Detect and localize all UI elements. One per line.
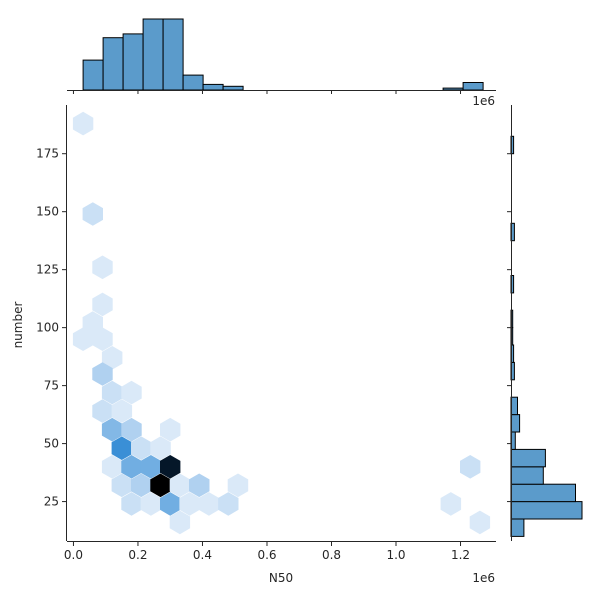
marginal-y-bar: [510, 414, 521, 433]
marginal-y-bar: [510, 483, 576, 503]
hexbin: [150, 436, 171, 460]
hexbin: [140, 455, 162, 479]
hexbin: [460, 455, 481, 479]
x-tick-label: 0.8: [322, 548, 341, 562]
hexbin: [92, 292, 113, 317]
y-axis-label: number: [11, 302, 25, 349]
hexbin: [131, 436, 152, 460]
x-offset-label: 1e6: [472, 571, 495, 585]
hexbin: [469, 510, 491, 535]
y-tick-label: 150: [36, 205, 59, 219]
marginal-x-bar: [142, 18, 164, 91]
marginal-x-offset-label: 1e6: [472, 94, 495, 108]
marginal-y-bar: [510, 466, 544, 485]
marginal-x-bar: [82, 59, 104, 91]
marginal-x-bar: [222, 85, 244, 91]
marginal-x-bar: [462, 82, 484, 91]
hexbin: [160, 455, 181, 479]
hexbin: [189, 473, 210, 498]
y-tick-label: 100: [36, 321, 59, 335]
hexbin: [160, 492, 181, 516]
marginal-y-bar: [510, 501, 583, 520]
hexbin: [121, 455, 142, 479]
hexbin: [121, 380, 142, 405]
x-tick-label: 0.2: [128, 548, 147, 562]
hexbin: [227, 473, 249, 498]
marginal-x-bar: [162, 18, 184, 91]
hexbin: [101, 380, 123, 405]
hexbin: [131, 473, 152, 498]
y-tick-label: 50: [44, 437, 59, 451]
axes: 0.0 0.2 0.4 0.6 0.8 1.0 1.2 25 50 75 100 125 150 175: [36, 105, 496, 562]
hexbin: [92, 362, 113, 386]
marginal-y-histogram: [507, 105, 583, 541]
marginal-x-bar: [442, 87, 464, 91]
hexbin: [169, 510, 191, 535]
marginal-x-bar: [182, 74, 204, 91]
hexbin: [101, 346, 123, 370]
hexbin: [92, 327, 113, 351]
hexbin: [160, 417, 181, 442]
hexbin: [140, 492, 162, 516]
hexbin: [111, 399, 133, 423]
hexbin: [111, 473, 133, 498]
hexbin: [92, 399, 113, 423]
y-tick-label: 125: [36, 263, 59, 277]
marginal-x-bar: [102, 37, 124, 91]
hexbin: [169, 473, 191, 498]
marginal-y-bar: [510, 448, 546, 468]
x-tick-label: 1.0: [386, 548, 405, 562]
hexbin: [179, 492, 200, 516]
x-axis-label: N50: [269, 571, 293, 585]
hexbin: [218, 492, 239, 516]
hexbin: [72, 111, 94, 136]
hexbin: [111, 436, 133, 460]
hexbin: [82, 202, 103, 226]
hexbin: [440, 492, 462, 516]
hexbin: [101, 455, 123, 479]
hexbin: [82, 311, 103, 335]
y-tick-label: 25: [44, 495, 59, 509]
hexbin: [121, 492, 142, 516]
x-tick-label: 1.2: [451, 548, 470, 562]
hexbin: [92, 255, 113, 280]
hexbin: [150, 473, 171, 498]
y-tick-label: 75: [44, 379, 59, 393]
hexbin-layer: [72, 111, 491, 535]
hexbin: [198, 492, 220, 516]
hexbin: [121, 417, 142, 442]
marginal-x-histogram: [67, 18, 496, 94]
x-tick-label: 0.6: [257, 548, 276, 562]
hexbin: [101, 417, 123, 442]
x-tick-label: 0.4: [193, 548, 212, 562]
hexbin: [72, 327, 94, 351]
x-tick-label: 0.0: [64, 548, 83, 562]
marginal-x-bar: [122, 33, 144, 91]
y-tick-label: 175: [36, 147, 59, 161]
marginal-x-bar: [202, 83, 224, 91]
marginal-y-bar: [510, 518, 525, 537]
